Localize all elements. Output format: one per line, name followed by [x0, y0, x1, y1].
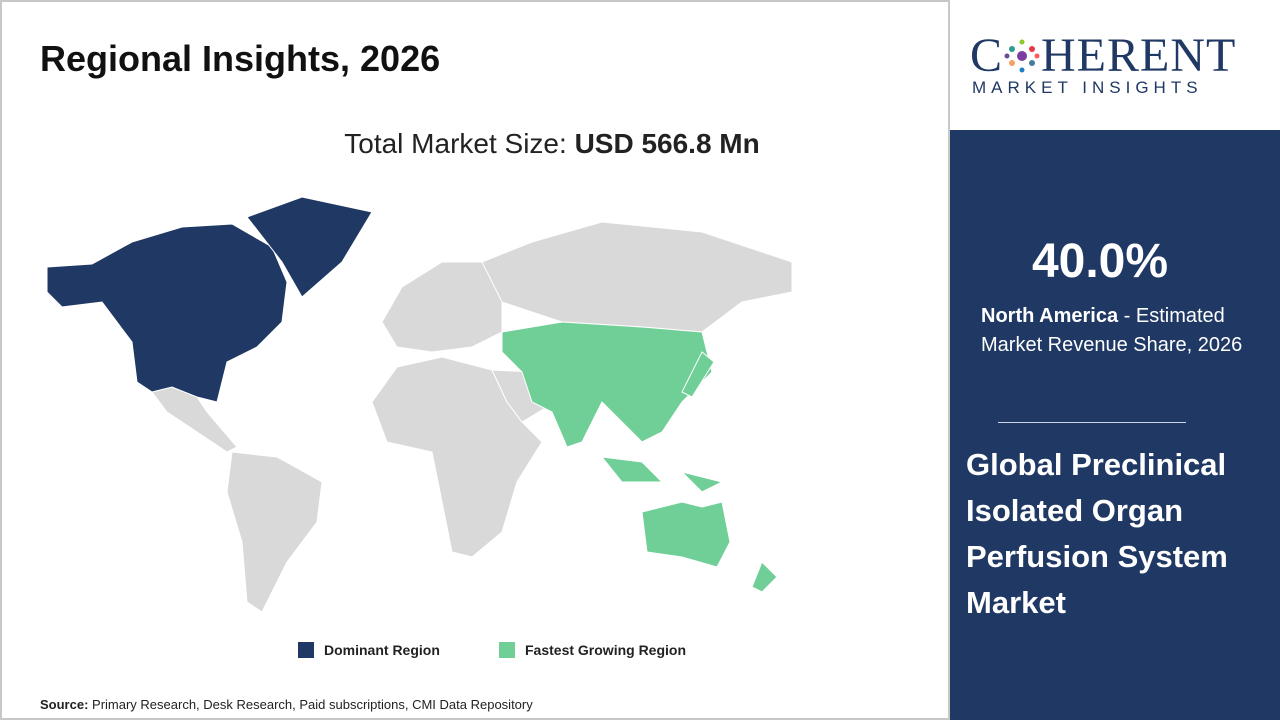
stat-value: 40.0%	[1031, 235, 1169, 288]
logo-globe	[1004, 39, 1040, 72]
legend-dominant: Dominant Region	[298, 642, 440, 658]
source-text: Primary Research, Desk Research, Paid su…	[92, 697, 533, 712]
market-size: Total Market Size: USD 566.8 Mn	[2, 128, 1102, 160]
africa	[371, 356, 543, 558]
central-america	[151, 386, 238, 453]
new-guinea	[680, 471, 724, 493]
market-name: Global Preclinical Isolated Organ Perfus…	[966, 447, 1228, 620]
logo-text: C	[970, 29, 1004, 82]
divider	[998, 422, 1186, 423]
legend-label: Fastest Growing Region	[525, 642, 687, 658]
market-size-value: USD 566.8 Mn	[574, 128, 760, 159]
new-zealand	[751, 561, 778, 593]
legend-label: Dominant Region	[324, 642, 440, 658]
asia	[501, 321, 713, 448]
australia	[641, 501, 731, 568]
logo-text: HERENT	[1041, 29, 1237, 82]
north-america	[46, 223, 288, 403]
logo-name: C HERENT	[970, 28, 1236, 83]
title: Regional Insights, 2026	[40, 38, 441, 79]
indonesia	[600, 456, 664, 483]
stat-description: North America - Estimated Market Revenue…	[981, 302, 1261, 360]
world-map	[46, 196, 793, 613]
stat-panel: 40.0% North America - Estimated Market R…	[950, 130, 1280, 720]
logo-tagline: MARKET INSIGHTS	[972, 78, 1203, 97]
market-size-label: Total Market Size:	[344, 128, 567, 159]
logo: C HERENT MARKET INSIGHTS	[950, 0, 1280, 130]
japan	[681, 351, 715, 398]
map-panel: Regional Insights, 2026 Total Market Siz…	[0, 0, 950, 720]
legend-fastest: Fastest Growing Region	[499, 642, 686, 658]
source-label: Source:	[40, 697, 89, 712]
greenland	[246, 196, 373, 298]
europe	[381, 261, 503, 353]
russia	[481, 221, 793, 333]
side-panel: C HERENT MARKET INSIGHTS 40.0% North Ame…	[950, 0, 1280, 720]
south-america	[226, 451, 323, 613]
stat-region: North America	[981, 305, 1119, 327]
source: Source: Primary Research, Desk Research,…	[40, 697, 533, 712]
stat-text: - Estimated Market Revenue Share, 2026	[981, 305, 1243, 356]
